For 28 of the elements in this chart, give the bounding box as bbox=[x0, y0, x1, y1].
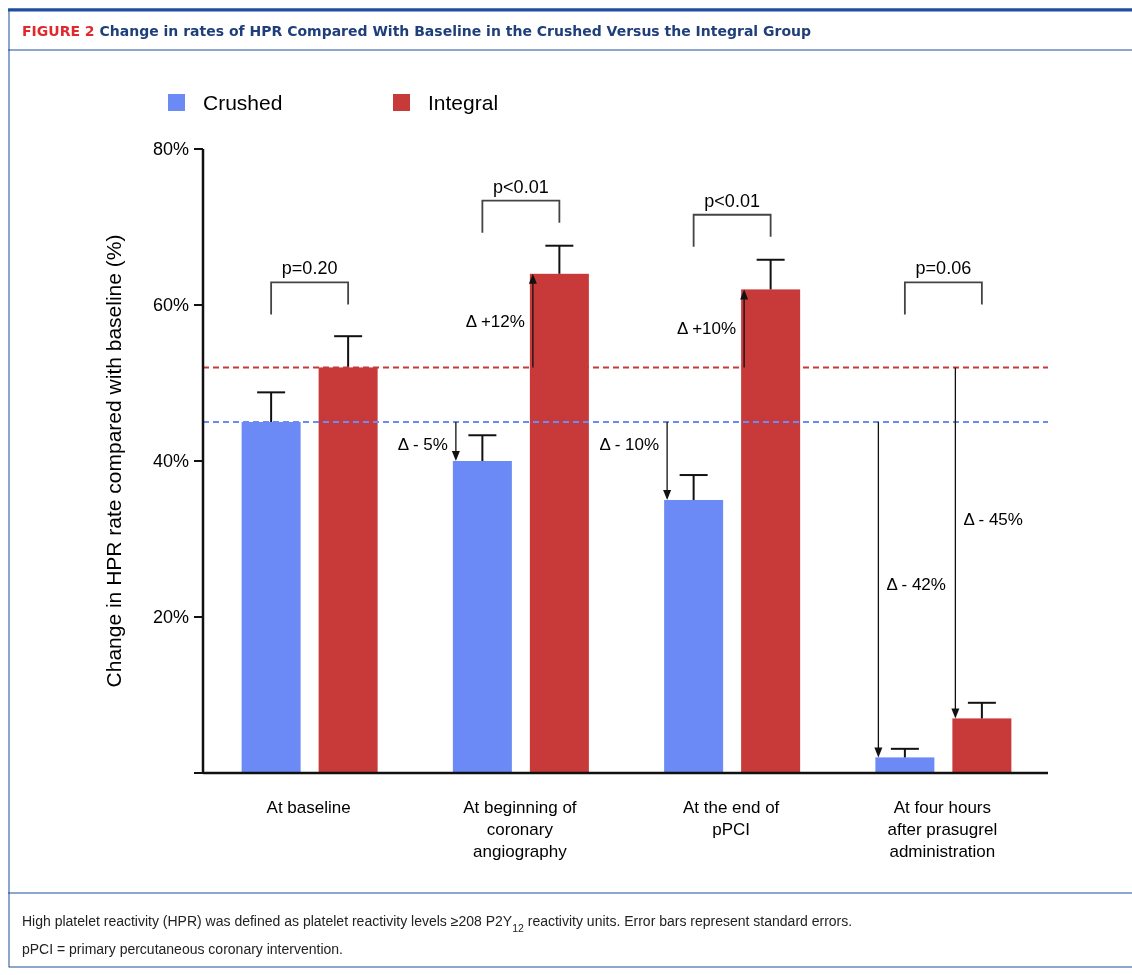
annotation: p=0.06 bbox=[915, 258, 972, 279]
legend-label: Crushed bbox=[203, 91, 283, 114]
y-axis-title: Change in HPR rate compared with baseline (%) bbox=[102, 234, 125, 688]
annotation: Δ +10% bbox=[677, 319, 737, 339]
text: pPCI = primary percutaneous coronary intervention. bbox=[22, 941, 343, 957]
bar bbox=[952, 718, 1012, 773]
annotation: Δ - 5% bbox=[397, 435, 448, 454]
y-tick-label: 20% bbox=[152, 607, 189, 628]
bar bbox=[664, 500, 724, 773]
annotation: p<0.01 bbox=[704, 190, 760, 211]
annotation: Δ - 10% bbox=[599, 435, 660, 454]
annotation: p=0.20 bbox=[281, 258, 338, 279]
y-tick-label: 60% bbox=[152, 295, 189, 316]
y-tick-label: 80% bbox=[152, 139, 189, 160]
x-tick-label: At four hours after prasugrel administration bbox=[887, 798, 998, 861]
annotation: Δ - 42% bbox=[886, 574, 946, 594]
legend-label: Integral bbox=[428, 91, 499, 114]
annotation: Δ +12% bbox=[465, 311, 525, 331]
x-tick-label: At the end of pPCI bbox=[682, 798, 780, 839]
bar bbox=[875, 757, 935, 773]
text: High platelet reactivity (HPR) was defined as platelet reactivity levels ≥208 P2Y$_{12}$ reactivity units. Error bars represent standard errors. bbox=[22, 913, 853, 934]
x-tick-label: At beginning of coronary angiography bbox=[463, 798, 577, 861]
chart-title: FIGURE 2 Change in rates of HPR Compared With Baseline in the Crushed Versus the Integral Group bbox=[22, 23, 812, 39]
annotation: Δ - 45% bbox=[963, 510, 1023, 530]
bar bbox=[452, 461, 512, 773]
x-tick-label: At baseline bbox=[266, 798, 351, 817]
annotation: p<0.01 bbox=[493, 176, 549, 197]
y-tick-label: 40% bbox=[152, 451, 189, 472]
